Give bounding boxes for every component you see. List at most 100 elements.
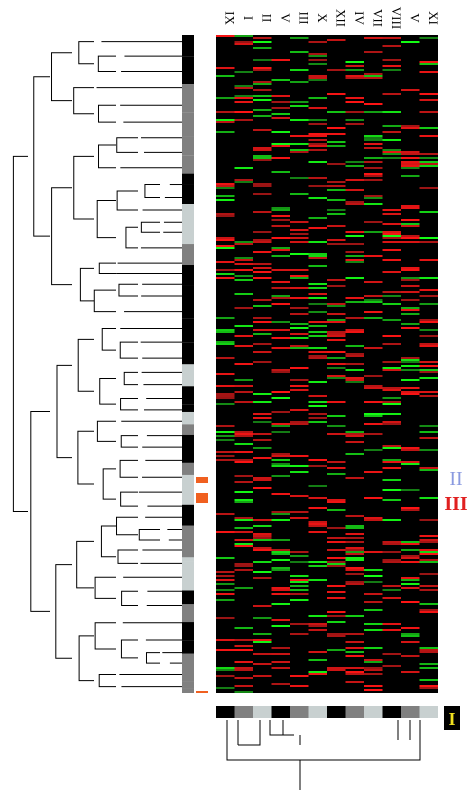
cell <box>327 333 346 335</box>
column-segment <box>308 706 327 718</box>
side-segment <box>182 364 194 387</box>
cell <box>234 363 253 365</box>
branch <box>116 190 138 211</box>
cell <box>290 81 309 83</box>
cell <box>216 435 235 437</box>
branch <box>77 338 94 392</box>
cell <box>271 157 290 159</box>
side-segment <box>182 411 194 425</box>
branch <box>118 283 138 297</box>
cell <box>364 517 383 519</box>
cell <box>345 201 364 203</box>
cell <box>401 393 420 395</box>
column-bar <box>216 706 438 718</box>
cell <box>327 305 346 307</box>
cell <box>419 163 438 165</box>
cell <box>216 373 235 375</box>
cell <box>419 153 438 155</box>
cell <box>382 403 401 405</box>
cell <box>271 391 290 393</box>
cell <box>382 447 401 449</box>
cell <box>401 241 420 243</box>
cell <box>290 313 309 315</box>
cell <box>308 145 327 147</box>
side-segment <box>182 604 194 623</box>
side-segment <box>182 640 194 654</box>
cell <box>308 579 327 581</box>
cell <box>308 321 327 323</box>
cell <box>419 535 438 537</box>
cell <box>234 71 253 73</box>
cell <box>401 555 420 557</box>
cell <box>327 209 346 211</box>
cell <box>345 77 364 79</box>
cell <box>345 433 364 435</box>
cell <box>271 225 290 227</box>
cell <box>308 257 327 259</box>
cell <box>308 97 327 99</box>
column-segment <box>382 706 401 718</box>
cell <box>327 509 346 511</box>
cell <box>401 447 420 449</box>
cell <box>419 651 438 653</box>
cell <box>364 197 383 199</box>
cell <box>271 297 290 299</box>
label-box <box>444 706 460 730</box>
cell <box>234 345 253 347</box>
cell <box>216 397 235 399</box>
cell <box>253 305 272 307</box>
cell <box>271 219 290 221</box>
side-segment <box>182 224 194 245</box>
cell <box>308 139 327 141</box>
cell <box>253 351 272 353</box>
cell <box>364 173 383 175</box>
column-segment <box>364 706 383 718</box>
cell <box>401 277 420 279</box>
cell <box>419 539 438 541</box>
cell <box>327 501 346 503</box>
cell <box>364 575 383 577</box>
cell <box>253 193 272 195</box>
cell <box>327 585 346 587</box>
cell <box>216 317 235 319</box>
cell <box>253 641 272 643</box>
cell <box>419 467 438 469</box>
cell <box>419 329 438 331</box>
cell <box>308 133 327 135</box>
cell <box>290 389 309 391</box>
cell <box>271 589 290 591</box>
column-label: XI <box>426 11 441 25</box>
cell <box>216 215 235 217</box>
cell <box>364 471 383 473</box>
cell <box>401 219 420 221</box>
cell <box>345 537 364 539</box>
cell <box>253 59 272 61</box>
cell <box>401 207 420 209</box>
cell <box>382 653 401 655</box>
cell <box>327 93 346 95</box>
cell <box>216 431 235 433</box>
cell <box>234 669 253 671</box>
cell <box>419 237 438 239</box>
cell <box>327 145 346 147</box>
cell <box>327 621 346 623</box>
cell <box>382 295 401 297</box>
column-label: V <box>278 13 293 23</box>
cell <box>216 575 235 577</box>
cell <box>382 543 401 545</box>
cell <box>401 267 420 269</box>
cell <box>253 129 272 131</box>
cell <box>253 525 272 527</box>
cell <box>419 685 438 687</box>
cell <box>234 587 253 589</box>
cell <box>419 667 438 669</box>
cell <box>382 459 401 461</box>
cell <box>234 501 253 503</box>
cell <box>401 579 420 581</box>
cell <box>290 633 309 635</box>
cell <box>271 337 290 339</box>
cell <box>401 163 420 165</box>
cell <box>290 581 309 583</box>
cell <box>253 663 272 665</box>
